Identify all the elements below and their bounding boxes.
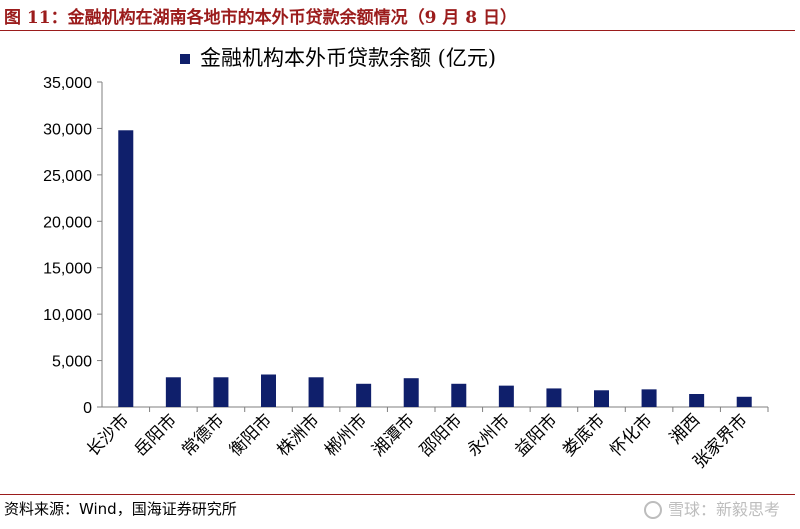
y-tick-label: 30,000 <box>43 121 92 138</box>
watermark-text: 雪球：新毅思考 <box>667 500 780 519</box>
x-tick-label: 娄底市 <box>559 410 609 460</box>
bar <box>213 377 229 407</box>
y-tick-label: 0 <box>83 400 92 417</box>
x-tick-label: 衡阳市 <box>226 410 276 460</box>
figure-title: 图 11：金融机构在湖南各地市的本外币贷款余额情况（9 月 8 日） <box>4 8 517 28</box>
bar <box>689 394 705 407</box>
x-tick-label: 岳阳市 <box>131 410 181 460</box>
bar <box>118 130 134 407</box>
bar <box>165 377 181 407</box>
y-tick-label: 20,000 <box>43 214 92 231</box>
x-tick-label: 湘西 <box>666 410 704 448</box>
x-tick-label: 常德市 <box>178 410 228 460</box>
x-tick-label: 邵阳市 <box>416 410 466 460</box>
chart-legend: 金融机构本外币贷款余额 (亿元) <box>180 46 496 70</box>
watermark: 雪球：新毅思考 <box>643 496 780 520</box>
y-tick-label: 15,000 <box>43 261 92 278</box>
bar <box>403 378 419 407</box>
x-tick-label: 益阳市 <box>511 410 561 460</box>
legend-swatch <box>180 54 190 64</box>
y-tick-label: 25,000 <box>43 168 92 185</box>
bar <box>308 377 324 407</box>
y-tick-label: 10,000 <box>43 307 92 324</box>
bar <box>546 388 562 407</box>
bar <box>451 383 467 407</box>
bars <box>118 130 752 407</box>
source-rule <box>0 494 795 495</box>
y-tick-label: 5,000 <box>52 354 92 371</box>
y-tick-labels: 0 5,000 10,000 15,000 20,000 25,000 30,000 35,0… <box>43 75 102 417</box>
legend-label: 金融机构本外币贷款余额 (亿元) <box>200 46 496 70</box>
title-rule <box>0 30 795 31</box>
bar <box>356 383 372 407</box>
bar <box>736 396 752 407</box>
x-tick-label: 湘潭市 <box>369 410 419 460</box>
x-tick-label: 株洲市 <box>273 410 323 460</box>
snowball-logo-icon <box>643 501 662 519</box>
bar <box>641 389 657 407</box>
bar <box>261 374 276 407</box>
bar <box>498 385 514 407</box>
source-note: 资料来源：Wind，国海证券研究所 <box>4 500 237 518</box>
x-tick-label: 长沙市 <box>83 410 133 460</box>
x-tick-label: 永州市 <box>464 410 514 460</box>
y-tick-label: 35,000 <box>43 75 92 92</box>
bar <box>594 390 609 407</box>
x-tick-label: 郴州市 <box>321 410 371 460</box>
bar-chart: 金融机构本外币贷款余额 (亿元) 0 5,000 10,000 15,000 20,00… <box>43 46 769 473</box>
x-tick-label: 怀化市 <box>606 410 656 460</box>
